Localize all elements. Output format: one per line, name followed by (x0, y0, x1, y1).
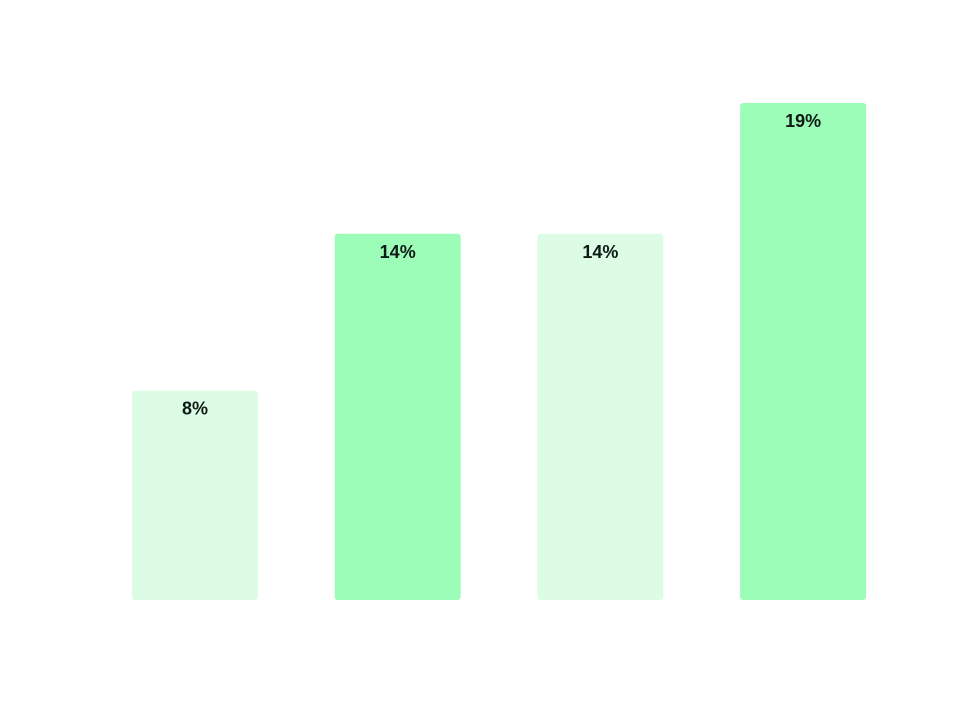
bar-value-label-2: 14% (380, 242, 416, 262)
bar-4 (740, 103, 867, 600)
bar-value-label-1: 8% (182, 399, 208, 419)
bar-1 (132, 390, 258, 600)
bars-group (132, 103, 867, 601)
bar-value-label-3: 14% (582, 242, 618, 262)
bar-3 (537, 233, 664, 601)
bar-value-label-4: 19% (785, 111, 821, 131)
data-labels-group: 8% 14% 14% 19% (182, 111, 821, 419)
bar-2 (334, 233, 461, 601)
